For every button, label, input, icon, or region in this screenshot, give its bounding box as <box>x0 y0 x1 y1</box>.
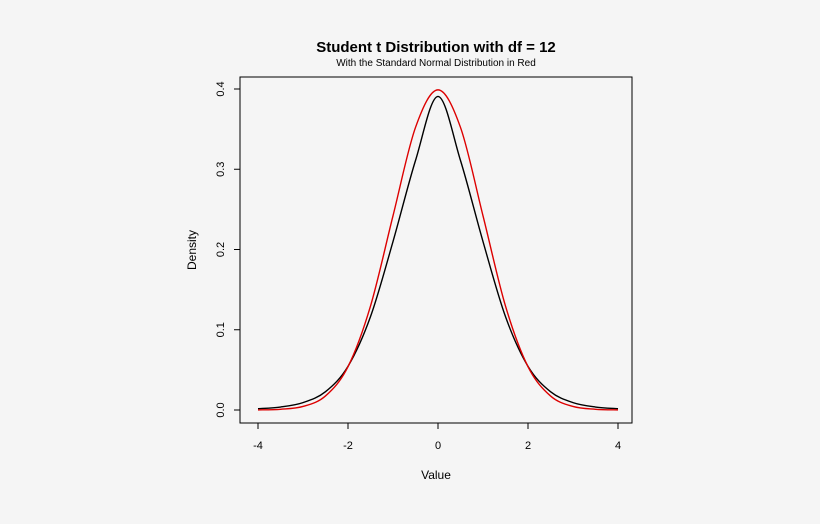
plot-area-border <box>239 76 633 424</box>
normal-distribution-curve <box>257 89 619 411</box>
x-axis: -4 -2 0 2 4 <box>253 422 621 452</box>
x-tick-label: -4 <box>253 440 263 452</box>
chart-subtitle: With the Standard Normal Distribution in… <box>336 58 536 69</box>
y-axis-label: Density <box>185 230 199 270</box>
chart-title: Student t Distribution with df = 12 <box>316 39 556 56</box>
y-tick-label: 0.4 <box>215 81 227 96</box>
x-tick-label: 2 <box>525 440 531 452</box>
series-layer <box>257 89 619 411</box>
y-tick-label: 0.0 <box>215 402 227 417</box>
y-axis: 0.0 0.1 0.2 0.3 0.4 <box>215 81 241 418</box>
y-tick-label: 0.1 <box>215 322 227 337</box>
x-axis-label: Value <box>421 468 451 482</box>
x-tick-label: -2 <box>343 440 353 452</box>
x-tick-label: 4 <box>615 440 621 452</box>
x-tick-label: 0 <box>435 440 441 452</box>
y-tick-label: 0.2 <box>215 242 227 257</box>
y-tick-label: 0.3 <box>215 162 227 177</box>
t-distribution-curve <box>257 95 619 410</box>
